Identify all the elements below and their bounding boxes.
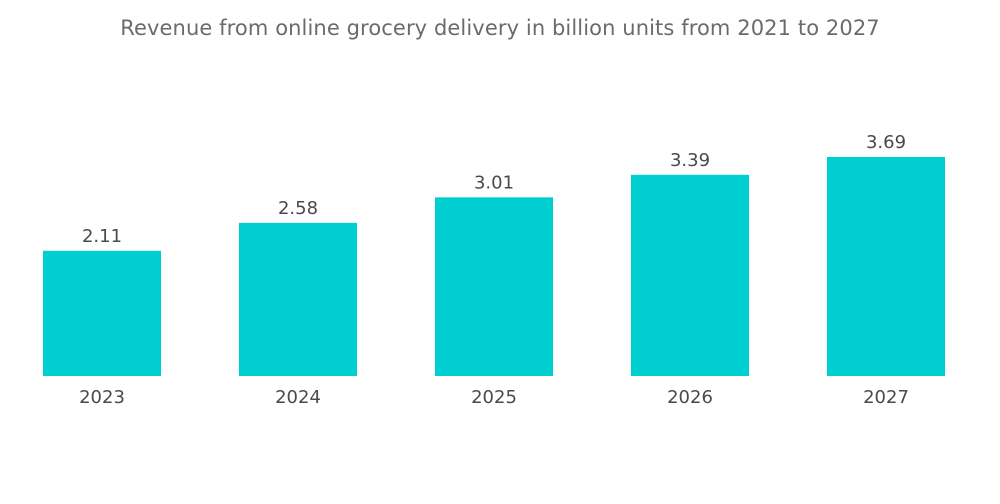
data-label-2025: 3.01 (474, 172, 514, 193)
data-label-2024: 2.58 (278, 198, 318, 219)
x-axis-ticks: 2023 2024 2025 2026 2027 (79, 387, 909, 408)
chart-title: Revenue from online grocery delivery in … (120, 16, 880, 40)
x-tick-2026: 2026 (667, 387, 713, 408)
data-label-2026: 3.39 (670, 150, 710, 171)
x-tick-2023: 2023 (79, 387, 125, 408)
data-label-2027: 3.69 (866, 132, 906, 153)
x-tick-2027: 2027 (863, 387, 909, 408)
bar-2024 (239, 222, 357, 376)
bar-2027 (827, 157, 945, 376)
x-tick-2024: 2024 (275, 387, 321, 408)
data-label-2023: 2.11 (82, 226, 122, 247)
x-tick-2025: 2025 (471, 387, 517, 408)
bar-2026 (631, 174, 749, 376)
bar-2023 (43, 250, 161, 376)
data-labels-group: 2.11 2.58 3.01 3.39 3.69 (82, 132, 906, 247)
bar-2025 (435, 197, 553, 376)
bars-group (43, 157, 945, 376)
